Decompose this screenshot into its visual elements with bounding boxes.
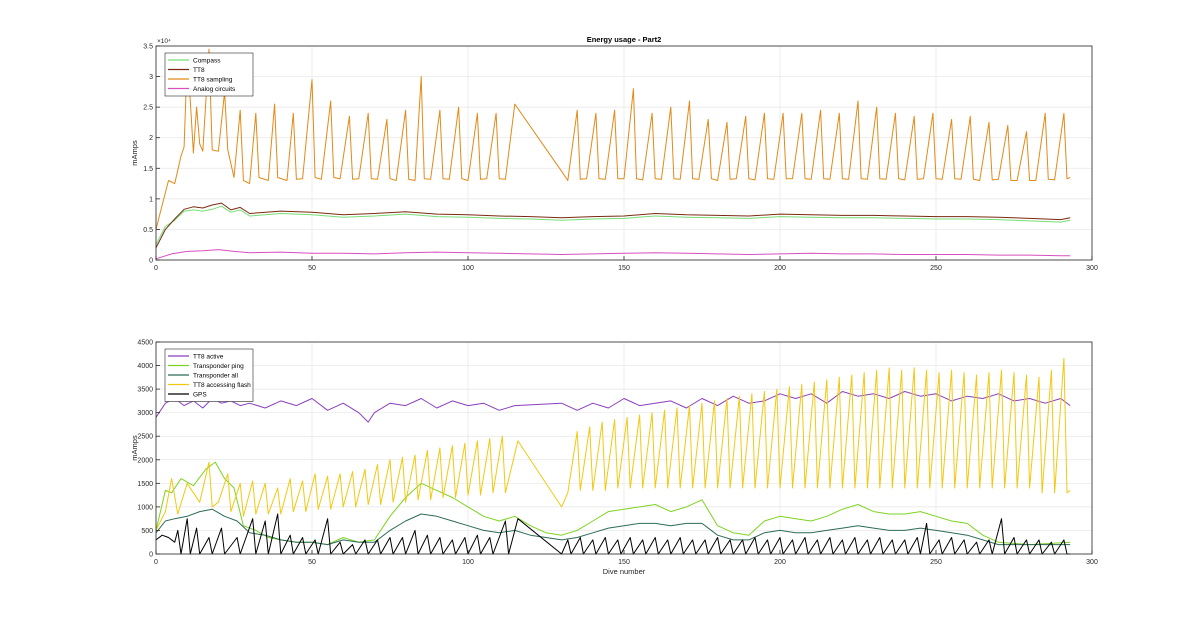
series-line-tt8-accessing-flash: [155, 358, 1071, 531]
legend-label-transponder-all: Transponder all: [193, 372, 238, 379]
y-axis-label: mAmps: [130, 435, 139, 461]
y-tick-label: 1000: [137, 504, 153, 511]
y-tick-label: 0: [149, 552, 153, 559]
y-tick-label: 3500: [137, 387, 153, 394]
x-tick-label: 300: [1086, 559, 1098, 566]
y-tick-label: 3000: [137, 410, 153, 417]
series-line-compass: [155, 205, 1071, 245]
y-tick-label: 1.5: [143, 166, 153, 173]
x-tick-label: 250: [930, 265, 942, 272]
legend-label-tt8-accessing-flash: TT8 accessing flash: [193, 382, 251, 389]
y-tick-label: 1500: [137, 481, 153, 488]
x-tick-label: 0: [154, 265, 158, 272]
legend-label-tt8-active: TT8 active: [193, 353, 224, 360]
x-tick-label: 0: [154, 559, 158, 566]
series-line-transponder-ping: [155, 461, 1071, 546]
y-tick-label: 2500: [137, 434, 153, 441]
y-tick-label: 2000: [137, 457, 153, 464]
legend-label-tt8: TT8: [193, 67, 205, 74]
series-line-transponder-all: [155, 508, 1071, 546]
x-tick-label: 50: [308, 559, 316, 566]
y-exponent-label: ×10⁴: [157, 38, 171, 45]
y-axis-label: mAmps: [130, 140, 139, 166]
x-axis-label: Dive number: [603, 567, 646, 576]
legend-label-tt8-sampling: TT8 sampling: [193, 76, 233, 83]
x-tick-label: 250: [930, 559, 942, 566]
legend: TT8 active Transponder ping Transponder al…: [164, 348, 254, 402]
plot-energy-usage-bottom: 0 50 100 150 200 250 3000500100015002000250030…: [130, 340, 1098, 577]
x-tick-label: 150: [618, 559, 630, 566]
x-tick-label: 100: [462, 265, 474, 272]
x-tick-label: 300: [1086, 265, 1098, 272]
x-tick-label: 200: [774, 559, 786, 566]
legend-label-transponder-ping: Transponder ping: [193, 363, 244, 370]
series-line-analog-circuits: [155, 249, 1071, 260]
y-tick-label: 500: [141, 528, 153, 535]
y-tick-label: 0: [149, 258, 153, 265]
legend-label-analog-circuits: Analog circuits: [193, 86, 236, 93]
y-tick-label: 3: [149, 74, 153, 81]
x-tick-label: 50: [308, 265, 316, 272]
legend: Compass TT8 TT8 sampling Analog circuits: [164, 52, 254, 97]
chart-title: Energy usage - Part2: [587, 35, 662, 44]
y-tick-label: 2: [149, 135, 153, 142]
x-tick-label: 100: [462, 559, 474, 566]
legend-label-compass: Compass: [193, 57, 221, 64]
y-tick-label: 0.5: [143, 227, 153, 234]
y-tick-label: 3.5: [143, 44, 153, 51]
series-line-tt8-sampling: [155, 48, 1071, 230]
x-tick-label: 150: [618, 265, 630, 272]
plot-energy-usage-top: 0 50 100 150 200 250 300 0 0.5 1 1.5 2 2.5 3 3.5 ×10⁴ En…: [130, 35, 1098, 272]
y-tick-label: 2.5: [143, 105, 153, 112]
x-tick-label: 200: [774, 265, 786, 272]
legend-label-gps: GPS: [193, 391, 207, 398]
y-tick-label: 4000: [137, 363, 153, 370]
series-line-tt8: [155, 202, 1071, 249]
y-tick-label: 1: [149, 196, 153, 203]
y-tick-label: 4500: [137, 340, 153, 347]
